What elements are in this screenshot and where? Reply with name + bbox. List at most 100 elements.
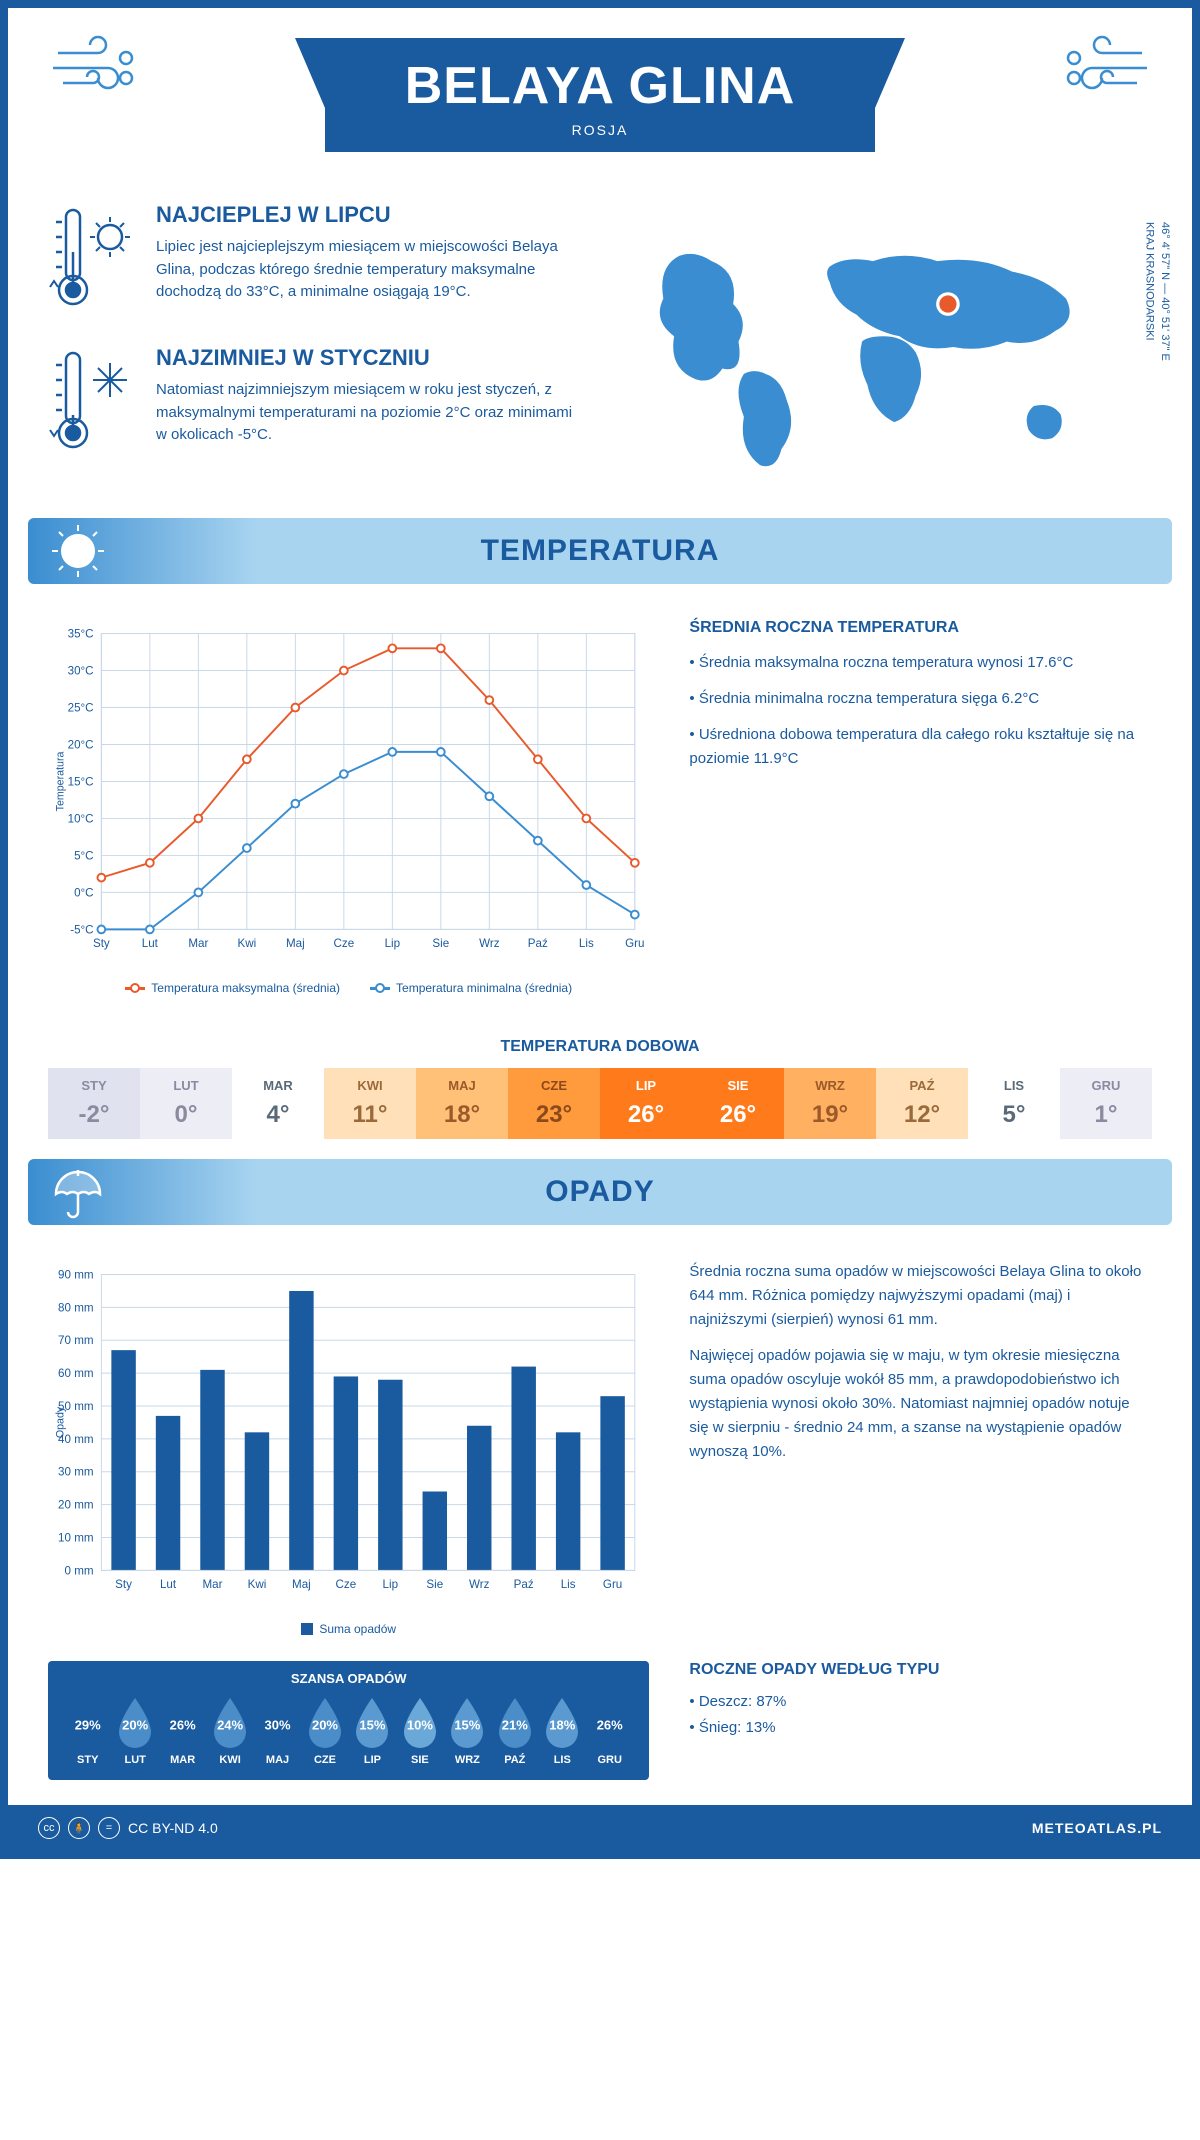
drop-item: 29% STY [64,1696,111,1766]
svg-text:Maj: Maj [292,1578,311,1591]
nd-icon: = [98,1817,120,1839]
svg-text:Paź: Paź [514,1578,534,1591]
temp-bullet-0: • Średnia maksymalna roczna temperatura … [689,651,1152,675]
raindrop-icon: 21% [493,1696,537,1748]
svg-text:Cze: Cze [336,1578,357,1591]
svg-text:Wrz: Wrz [479,937,500,950]
svg-text:Kwi: Kwi [237,937,256,950]
coldest-text: NAJZIMNIEJ W STYCZNIU Natomiast najzimni… [156,345,585,460]
intro-text-column: NAJCIEPLEJ W LIPCU Lipiec jest najcieple… [48,202,585,488]
precip-type-title: ROCZNE OPADY WEDŁUG TYPU [689,1661,1152,1679]
svg-text:Sty: Sty [115,1578,132,1591]
raindrop-icon: 26% [161,1696,205,1748]
daily-temperature-table: STY-2°LUT0°MAR4°KWI11°MAJ18°CZE23°LIP26°… [48,1068,1152,1139]
svg-text:Lip: Lip [383,1578,399,1591]
temperature-summary: ŚREDNIA ROCZNA TEMPERATURA • Średnia mak… [689,619,1152,995]
temp-cell: PAŹ12° [876,1068,968,1139]
thermometer-snow-icon [48,345,138,460]
temp-cell: STY-2° [48,1068,140,1139]
temperature-line-chart: -5°C0°C5°C10°C15°C20°C25°C30°C35°CStyLut… [48,619,649,968]
legend-min: Temperatura minimalna (średnia) [370,981,572,995]
temperature-title: TEMPERATURA [68,534,1132,568]
raindrop-icon: 15% [350,1696,394,1748]
precip-chart-column: 0 mm10 mm20 mm30 mm40 mm50 mm60 mm70 mm8… [48,1260,649,1636]
temp-cell: SIE26° [692,1068,784,1139]
legend-sum: Suma opadów [301,1622,396,1636]
svg-text:70 mm: 70 mm [58,1334,94,1347]
svg-text:10 mm: 10 mm [58,1532,94,1545]
temp-cell: LUT0° [140,1068,232,1139]
header: BELAYA GLINA ROSJA [8,8,1192,172]
coldest-block: NAJZIMNIEJ W STYCZNIU Natomiast najzimni… [48,345,585,460]
daily-temp-title: TEMPERATURA DOBOWA [8,1038,1192,1056]
coldest-body: Natomiast najzimniejszym miesiącem w rok… [156,379,585,447]
temperature-body: -5°C0°C5°C10°C15°C20°C25°C30°C35°CStyLut… [8,594,1192,1020]
coordinates: 46° 4' 57" N — 40° 51' 37" E KRAJ KRASNO… [1141,222,1172,361]
svg-text:25°C: 25°C [68,701,94,714]
raindrop-icon: 15% [445,1696,489,1748]
wind-icon [48,33,148,108]
license-text: CC BY-ND 4.0 [128,1820,218,1836]
svg-text:20 mm: 20 mm [58,1499,94,1512]
svg-text:Gru: Gru [625,937,644,950]
site-name: METEOATLAS.PL [1032,1820,1162,1836]
precip-type-0: • Deszcz: 87% [689,1689,1152,1715]
svg-text:35°C: 35°C [68,627,94,640]
svg-text:Maj: Maj [286,937,305,950]
svg-text:Lip: Lip [385,937,401,950]
svg-text:30°C: 30°C [68,664,94,677]
raindrop-icon: 10% [398,1696,442,1748]
legend-max: Temperatura maksymalna (średnia) [125,981,340,995]
precip-legend: Suma opadów [48,1622,649,1636]
location-marker-icon [936,292,960,316]
svg-text:Opady: Opady [55,1406,67,1438]
raindrop-icon: 29% [66,1696,110,1748]
raindrop-icon: 20% [303,1696,347,1748]
warmest-block: NAJCIEPLEJ W LIPCU Lipiec jest najcieple… [48,202,585,317]
precip-summary: Średnia roczna suma opadów w miejscowośc… [689,1260,1152,1636]
world-map [615,202,1152,462]
svg-text:Kwi: Kwi [248,1578,267,1591]
license-block: cc 🧍 = CC BY-ND 4.0 [38,1817,218,1839]
svg-text:Lis: Lis [579,937,594,950]
warmest-text: NAJCIEPLEJ W LIPCU Lipiec jest najcieple… [156,202,585,317]
precip-title: OPADY [68,1175,1132,1209]
temp-summary-title: ŚREDNIA ROCZNA TEMPERATURA [689,619,1152,637]
precip-bar-chart: 0 mm10 mm20 mm30 mm40 mm50 mm60 mm70 mm8… [48,1260,649,1609]
country-name: ROSJA [405,122,796,138]
drop-item: 21% PAŹ [491,1696,538,1766]
temp-cell: LIS5° [968,1068,1060,1139]
raindrop-icon: 30% [256,1696,300,1748]
drop-item: 15% LIP [349,1696,396,1766]
coord-region: KRAJ KRASNODARSKI [1144,222,1156,341]
footer: cc 🧍 = CC BY-ND 4.0 METEOATLAS.PL [8,1805,1192,1851]
coord-lon: 40° 51' 37" E [1159,297,1171,361]
drop-item: 26% GRU [586,1696,633,1766]
temp-cell: MAJ18° [416,1068,508,1139]
svg-text:Lis: Lis [561,1578,576,1591]
temp-bullet-2: • Uśredniona dobowa temperatura dla całe… [689,723,1152,771]
umbrella-icon [48,1162,108,1222]
precip-section-header: OPADY [28,1159,1172,1225]
sun-icon [48,521,108,581]
temp-cell: WRZ19° [784,1068,876,1139]
svg-text:Sie: Sie [426,1578,443,1591]
drop-item: 18% LIS [539,1696,586,1766]
svg-text:Lut: Lut [142,937,159,950]
temp-cell: LIP26° [600,1068,692,1139]
coldest-title: NAJZIMNIEJ W STYCZNIU [156,345,585,371]
city-name: BELAYA GLINA [405,56,796,116]
precip-chance-title: SZANSA OPADÓW [64,1671,633,1686]
precip-type-1: • Śnieg: 13% [689,1715,1152,1741]
intro-section: NAJCIEPLEJ W LIPCU Lipiec jest najcieple… [8,172,1192,508]
svg-text:10°C: 10°C [68,812,94,825]
svg-text:Cze: Cze [334,937,355,950]
svg-text:5°C: 5°C [74,849,94,862]
raindrop-icon: 18% [540,1696,584,1748]
svg-text:0 mm: 0 mm [65,1564,94,1577]
svg-text:80 mm: 80 mm [58,1301,94,1314]
temperature-legend: Temperatura maksymalna (średnia) Tempera… [48,981,649,995]
drop-item: 20% LUT [111,1696,158,1766]
by-icon: 🧍 [68,1817,90,1839]
svg-text:Sty: Sty [93,937,110,950]
